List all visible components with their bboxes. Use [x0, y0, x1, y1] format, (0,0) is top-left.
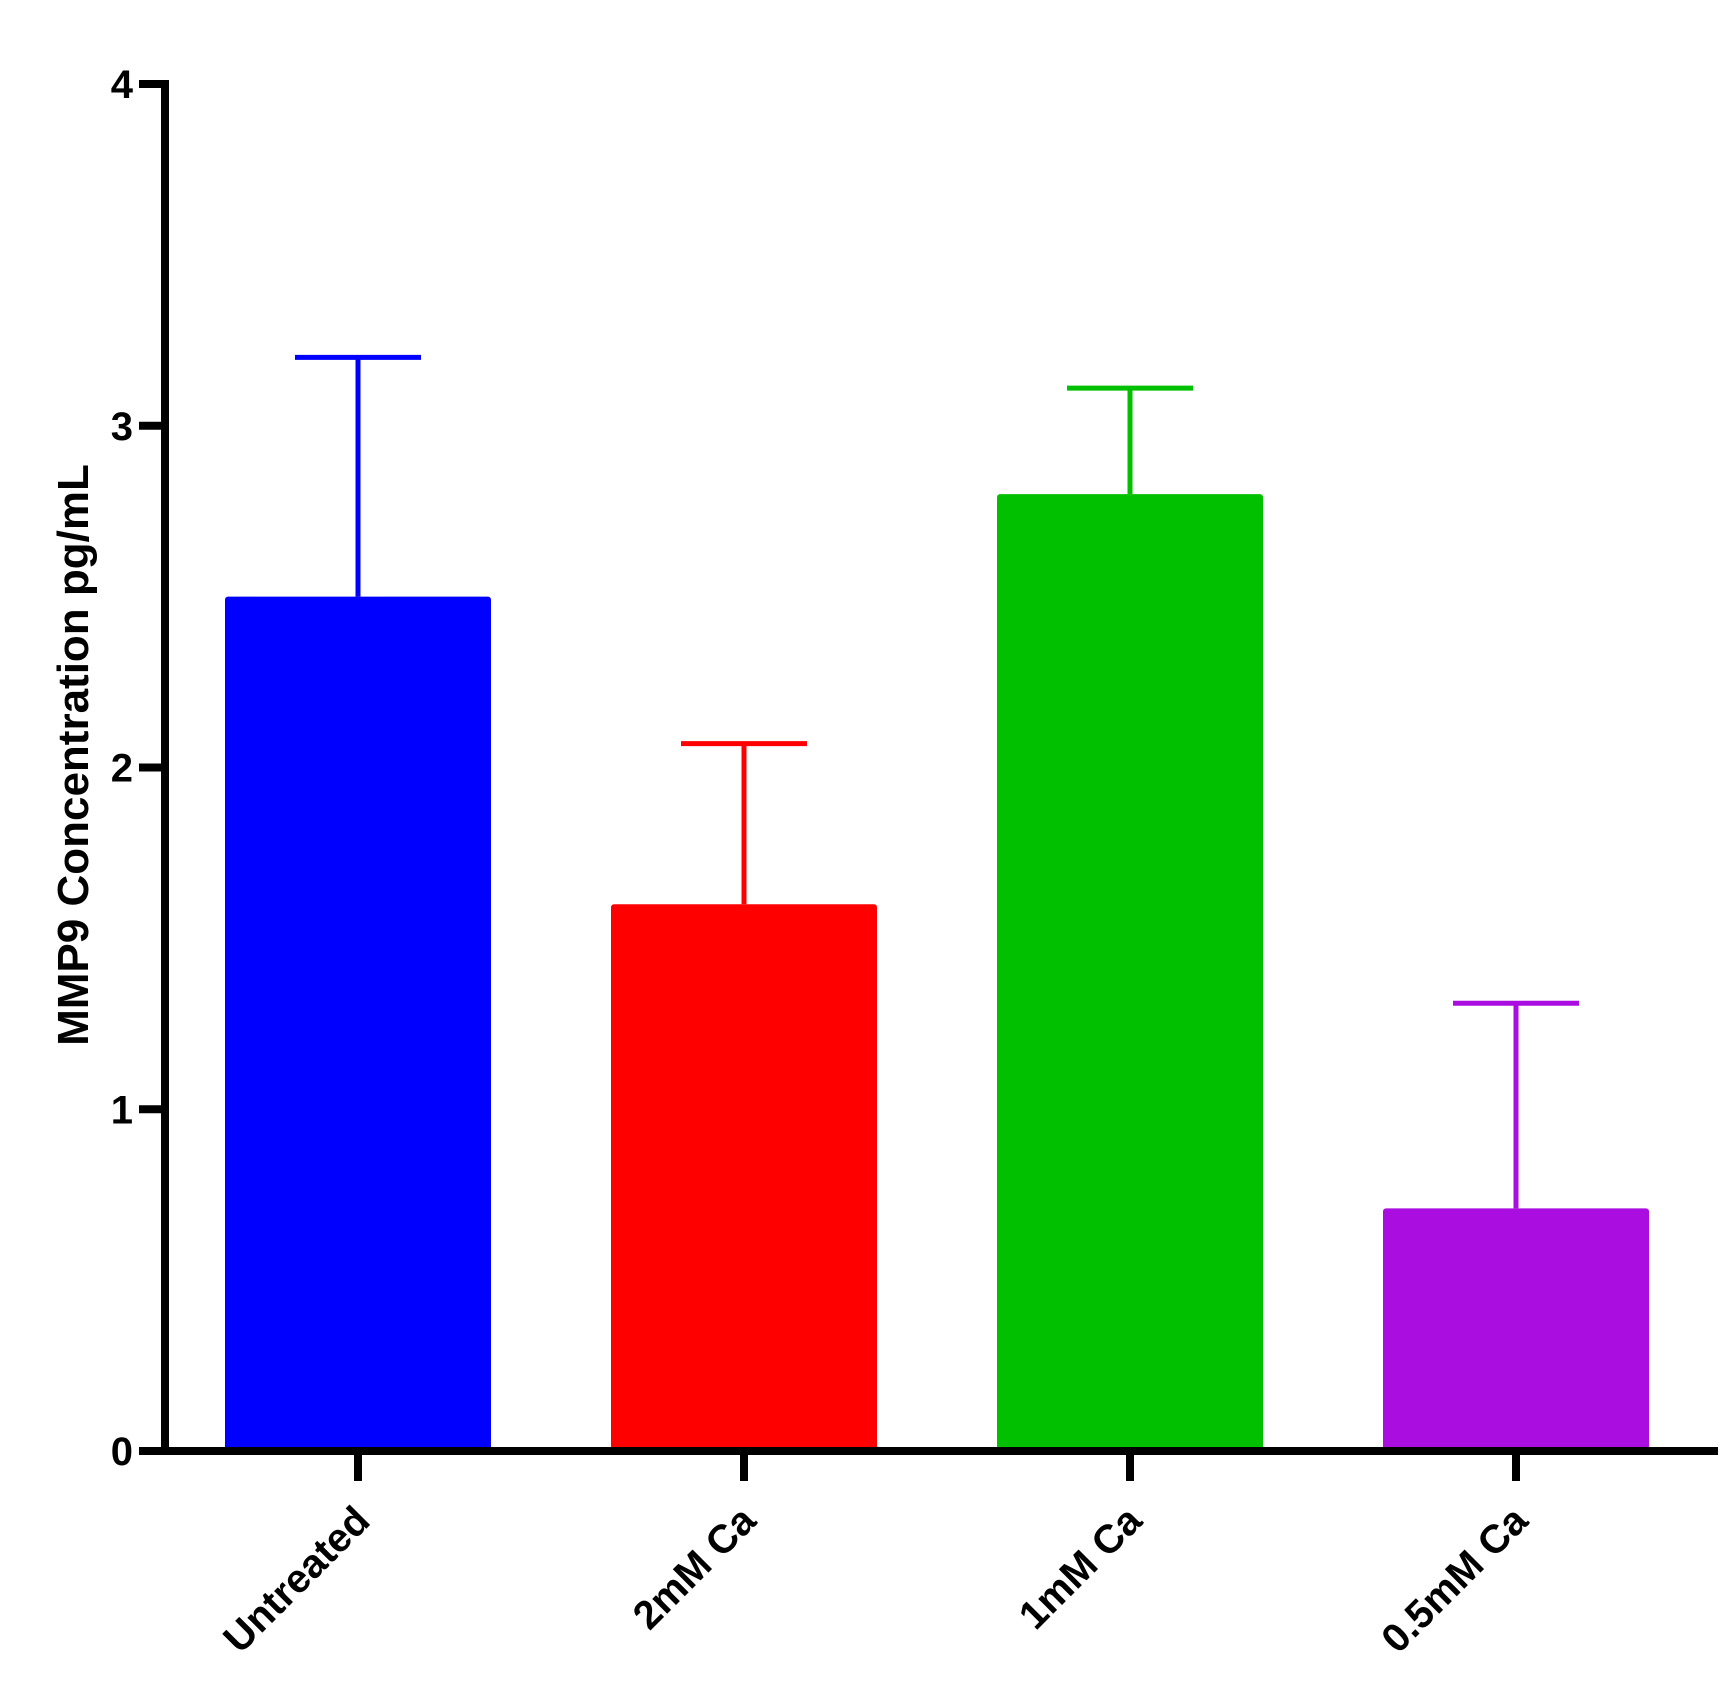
y-tick-label: 4: [111, 63, 134, 107]
x-tick-label: 0.5mM Ca: [1373, 1498, 1537, 1662]
bar-2mm-ca: [611, 904, 877, 1451]
error-bars-layer: [295, 354, 1579, 1209]
x-tick-label: 1mM Ca: [1011, 1498, 1151, 1638]
bar-untreated: [225, 596, 491, 1451]
y-tick-label: 3: [111, 405, 133, 449]
bar-0-5mm-ca: [1383, 1208, 1649, 1451]
y-ticks-layer: 0 1 2 3 4: [111, 63, 165, 1474]
bar-1mm-ca: [997, 494, 1263, 1452]
bars-layer: [225, 494, 1649, 1452]
y-tick-label: 0: [111, 1430, 133, 1474]
y-tick-label: 2: [111, 747, 133, 791]
y-tick-label: 1: [111, 1088, 133, 1132]
x-ticks-layer: Untreated 2mM Ca 1mM Ca 0.5mM Ca: [215, 1451, 1537, 1661]
x-tick-label: Untreated: [215, 1498, 378, 1661]
y-axis-title: MMP9 Concentration pg/mL: [49, 464, 98, 1046]
x-tick-label: 2mM Ca: [625, 1498, 765, 1638]
y-axis-title-group: MMP9 Concentration pg/mL: [49, 464, 98, 1046]
